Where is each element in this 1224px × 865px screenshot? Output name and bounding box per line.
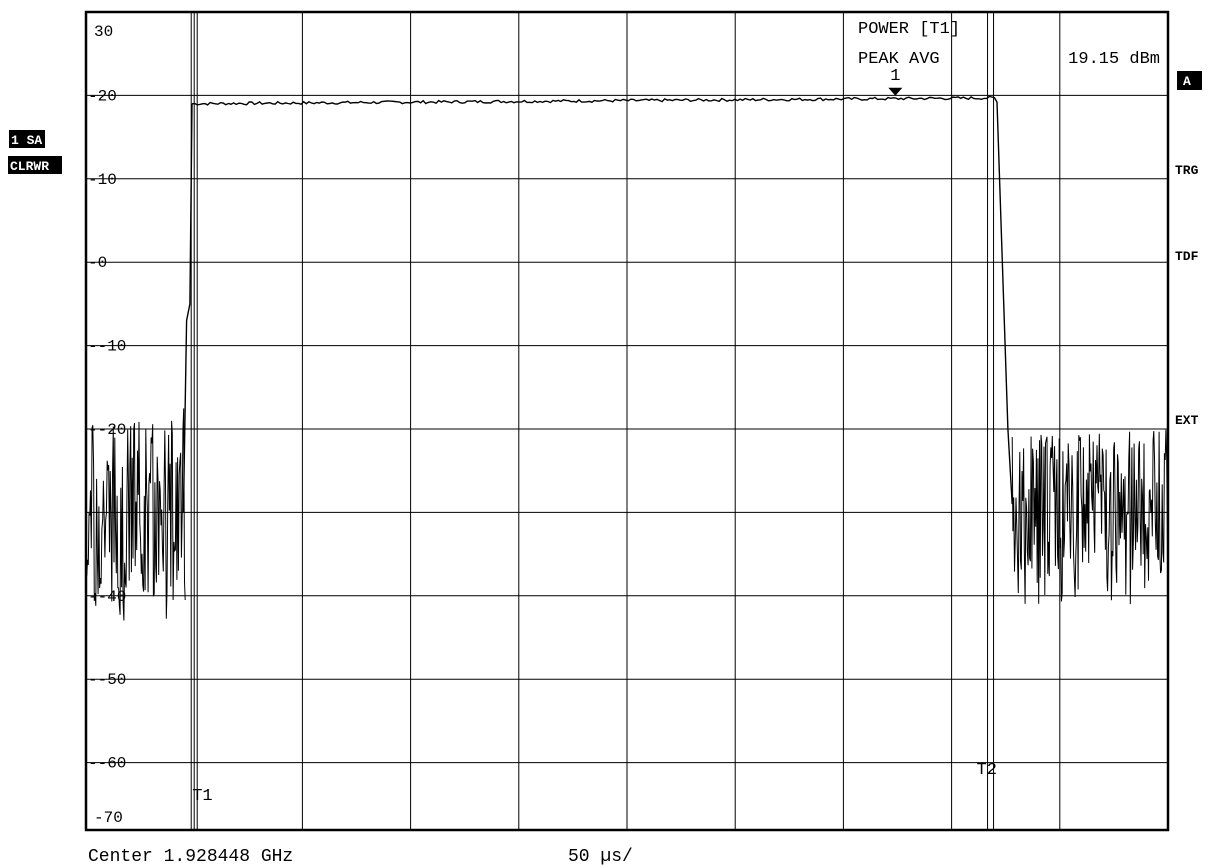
y-tick-label: -70 <box>94 809 123 827</box>
center-frequency: Center 1.928448 GHz <box>88 847 293 865</box>
gate-lines <box>190 12 995 830</box>
noise-floor-right <box>1011 429 1168 605</box>
right-label-tdf: TDF <box>1175 249 1199 264</box>
right-label-trg: TRG <box>1175 163 1199 178</box>
trace-label-box <box>9 130 45 148</box>
gate-label-t1: T1 <box>192 787 212 806</box>
marker-triangle <box>888 87 903 96</box>
trace-label: 1 SA <box>11 133 42 148</box>
y-tick-label: --50 <box>88 671 126 689</box>
trace-mode-box <box>8 156 62 174</box>
y-tick-label: --10 <box>88 338 126 356</box>
y-tick-labels: 30 -20 -10 -0 --10 --20 --40 --50 --60 -70 <box>88 23 126 827</box>
right-label-a: A <box>1183 74 1191 89</box>
right-label-a-box <box>1177 71 1202 90</box>
y-tick-label: --60 <box>88 755 126 773</box>
y-tick-label: -10 <box>88 171 117 189</box>
y-tick-label: 30 <box>94 23 113 41</box>
trace-line <box>182 95 1013 513</box>
noise-floor-left <box>85 408 186 621</box>
y-tick-label: --40 <box>88 588 126 606</box>
y-tick-label: -0 <box>88 254 107 272</box>
grid <box>86 12 1168 830</box>
sweep-per-division: 50 µs/ <box>568 847 633 865</box>
gate-label-t2: T2 <box>977 761 997 780</box>
trace-mode: CLRWR <box>10 159 49 174</box>
readout-measure-label: PEAK AVG <box>858 50 940 69</box>
readout-value: 19.15 dBm <box>1068 50 1160 69</box>
y-tick-label: --20 <box>88 421 126 439</box>
readout-mode-label: POWER [T1] <box>858 20 960 39</box>
y-tick-label: -20 <box>88 87 117 105</box>
marker-number: 1 <box>890 67 900 86</box>
right-label-ext: EXT <box>1175 413 1199 428</box>
